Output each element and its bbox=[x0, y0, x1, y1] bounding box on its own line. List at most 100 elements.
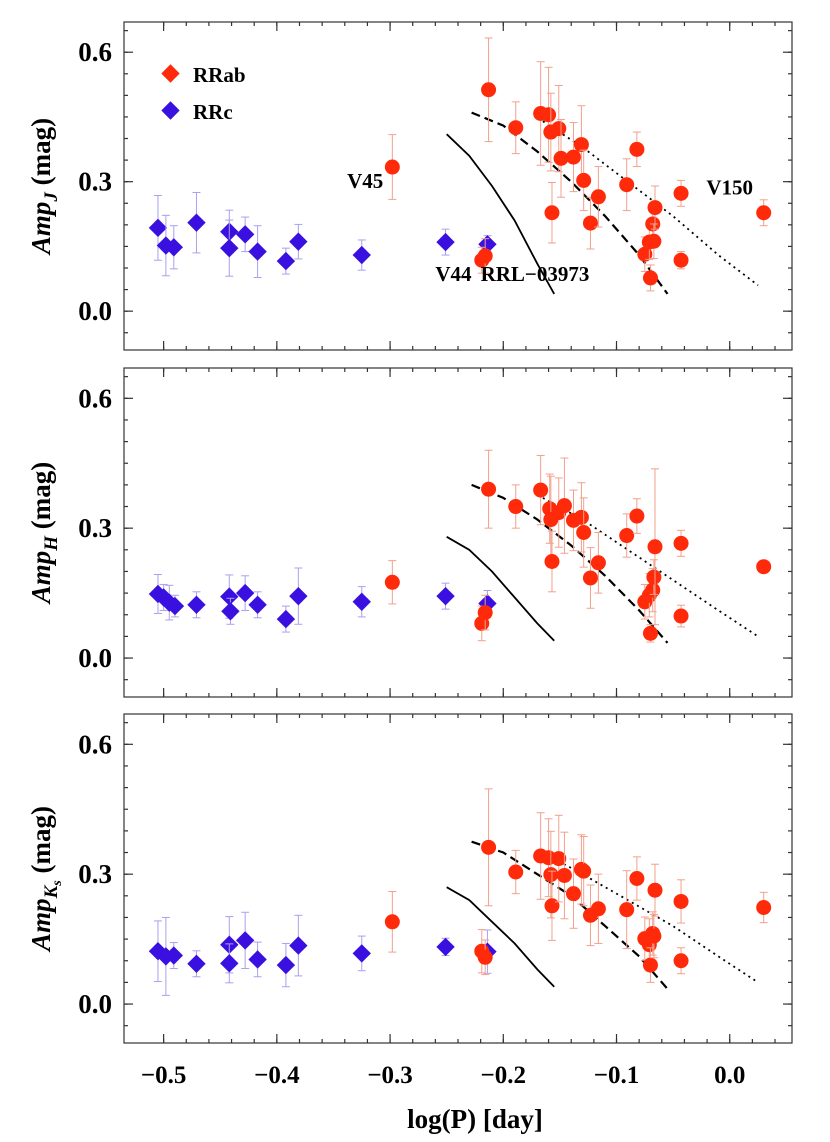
data-point-rrc bbox=[436, 937, 455, 957]
data-point-rrab bbox=[619, 902, 635, 918]
data-point-rrab bbox=[533, 482, 549, 498]
data-point-rrc bbox=[276, 955, 296, 975]
data-point-rrab bbox=[477, 605, 493, 621]
data-point-rrc bbox=[235, 931, 255, 950]
data-point-rrab bbox=[582, 570, 598, 586]
data-point-rrab bbox=[673, 535, 689, 551]
panel-1: 0.0 0.3 0.6 AmpJ (mag) V45 V44 RRL−03973 V150 bbox=[26, 21, 793, 351]
data-point-rrc bbox=[436, 586, 455, 606]
legend-marker-rrc bbox=[161, 101, 180, 120]
curve-dashed bbox=[471, 111, 669, 295]
data-point-rrab bbox=[481, 82, 497, 98]
data-point-rrab bbox=[551, 851, 567, 867]
y-tick-label: 0.3 bbox=[78, 859, 112, 889]
data-point-rrab bbox=[384, 914, 400, 930]
data-point-rrab bbox=[647, 882, 663, 898]
annotation-label: V44 bbox=[435, 262, 472, 286]
data-point-rrc bbox=[235, 583, 255, 603]
data-point-rrab bbox=[384, 574, 400, 590]
data-point-rrab bbox=[619, 177, 635, 193]
data-point-rrc bbox=[436, 232, 455, 252]
data-point-rrc bbox=[352, 944, 371, 963]
x-tick-label: 0.0 bbox=[714, 1062, 745, 1089]
data-point-rrc bbox=[352, 592, 371, 611]
plot-frame bbox=[123, 713, 793, 1044]
legend-label-rrab: RRab bbox=[193, 63, 246, 87]
curve-dashed bbox=[471, 483, 669, 644]
series-rrc bbox=[148, 567, 497, 633]
data-point-rrab bbox=[642, 957, 658, 973]
y-axis-label: AmpJ (mag) bbox=[26, 118, 62, 256]
panel-2: 0.0 0.3 0.6 AmpH (mag) bbox=[26, 367, 793, 698]
data-point-rrab bbox=[629, 871, 645, 886]
data-point-rrab bbox=[647, 200, 663, 216]
data-point-rrab bbox=[573, 509, 589, 525]
data-point-rrab bbox=[756, 559, 772, 575]
data-point-rrab bbox=[477, 248, 493, 264]
data-point-rrab bbox=[673, 252, 689, 268]
data-point-rrc bbox=[248, 595, 267, 614]
series-rrab bbox=[384, 788, 772, 983]
data-point-rrab bbox=[544, 554, 560, 570]
data-point-rrc bbox=[187, 595, 206, 614]
x-tick-label: −0.1 bbox=[594, 1062, 640, 1089]
data-point-rrab bbox=[551, 121, 567, 137]
curve-solid bbox=[446, 886, 555, 988]
data-point-rrc bbox=[352, 245, 371, 265]
curve-dashed bbox=[471, 840, 669, 990]
data-point-rrab bbox=[565, 149, 581, 165]
data-point-rrab bbox=[646, 233, 662, 249]
annotation-label: V45 bbox=[347, 169, 383, 193]
x-axis-label: log(P) [day] bbox=[407, 1104, 543, 1134]
data-point-rrab bbox=[646, 569, 662, 585]
data-point-rrab bbox=[544, 205, 560, 221]
data-point-rrab bbox=[481, 839, 497, 855]
data-point-rrc bbox=[220, 954, 239, 973]
data-point-rrab bbox=[576, 863, 592, 879]
data-point-rrab bbox=[590, 189, 606, 205]
data-point-rrab bbox=[508, 499, 524, 515]
data-point-rrab bbox=[647, 539, 663, 555]
series-rrab bbox=[384, 37, 772, 292]
data-point-rrc bbox=[221, 602, 240, 621]
data-point-rrab bbox=[673, 893, 689, 909]
data-point-rrab bbox=[565, 886, 581, 902]
data-point-rrc bbox=[276, 251, 296, 271]
data-point-rrab bbox=[556, 498, 572, 514]
data-point-rrab bbox=[576, 525, 592, 540]
data-point-rrab bbox=[619, 528, 635, 544]
data-point-rrab bbox=[642, 270, 658, 286]
data-point-rrab bbox=[673, 185, 689, 201]
legend: RRab RRc bbox=[161, 63, 246, 124]
data-point-rrc bbox=[187, 213, 206, 232]
data-point-rrc bbox=[220, 238, 239, 258]
data-point-rrab bbox=[645, 582, 661, 598]
y-tick-label: 0.6 bbox=[78, 729, 112, 759]
data-point-rrc bbox=[289, 232, 308, 251]
data-point-rrab bbox=[556, 867, 572, 883]
curve-solid bbox=[446, 133, 555, 295]
y-tick-label: 0.6 bbox=[78, 37, 112, 67]
data-point-rrab bbox=[637, 246, 653, 262]
data-point-rrab bbox=[756, 900, 772, 916]
data-point-rrc bbox=[276, 609, 296, 629]
series-rrab bbox=[384, 449, 772, 643]
data-point-rrab bbox=[543, 867, 559, 883]
data-point-rrab bbox=[544, 898, 560, 914]
x-tick-label: −0.2 bbox=[481, 1062, 527, 1089]
y-axis-label: AmpKs (mag) bbox=[26, 806, 65, 953]
data-point-rrc bbox=[148, 218, 168, 238]
x-tick-label: −0.4 bbox=[254, 1062, 300, 1089]
data-point-rrc bbox=[187, 954, 206, 973]
data-point-rrab bbox=[590, 555, 606, 571]
data-point-rrab bbox=[642, 625, 658, 641]
x-tick-label: −0.3 bbox=[367, 1062, 413, 1089]
legend-label-rrc: RRc bbox=[193, 100, 233, 124]
data-point-rrc bbox=[220, 587, 239, 606]
data-point-rrab bbox=[629, 508, 645, 524]
data-point-rrab bbox=[646, 928, 662, 944]
data-point-rrab bbox=[573, 137, 589, 153]
curve-solid bbox=[446, 536, 555, 642]
data-point-rrab bbox=[673, 953, 689, 969]
